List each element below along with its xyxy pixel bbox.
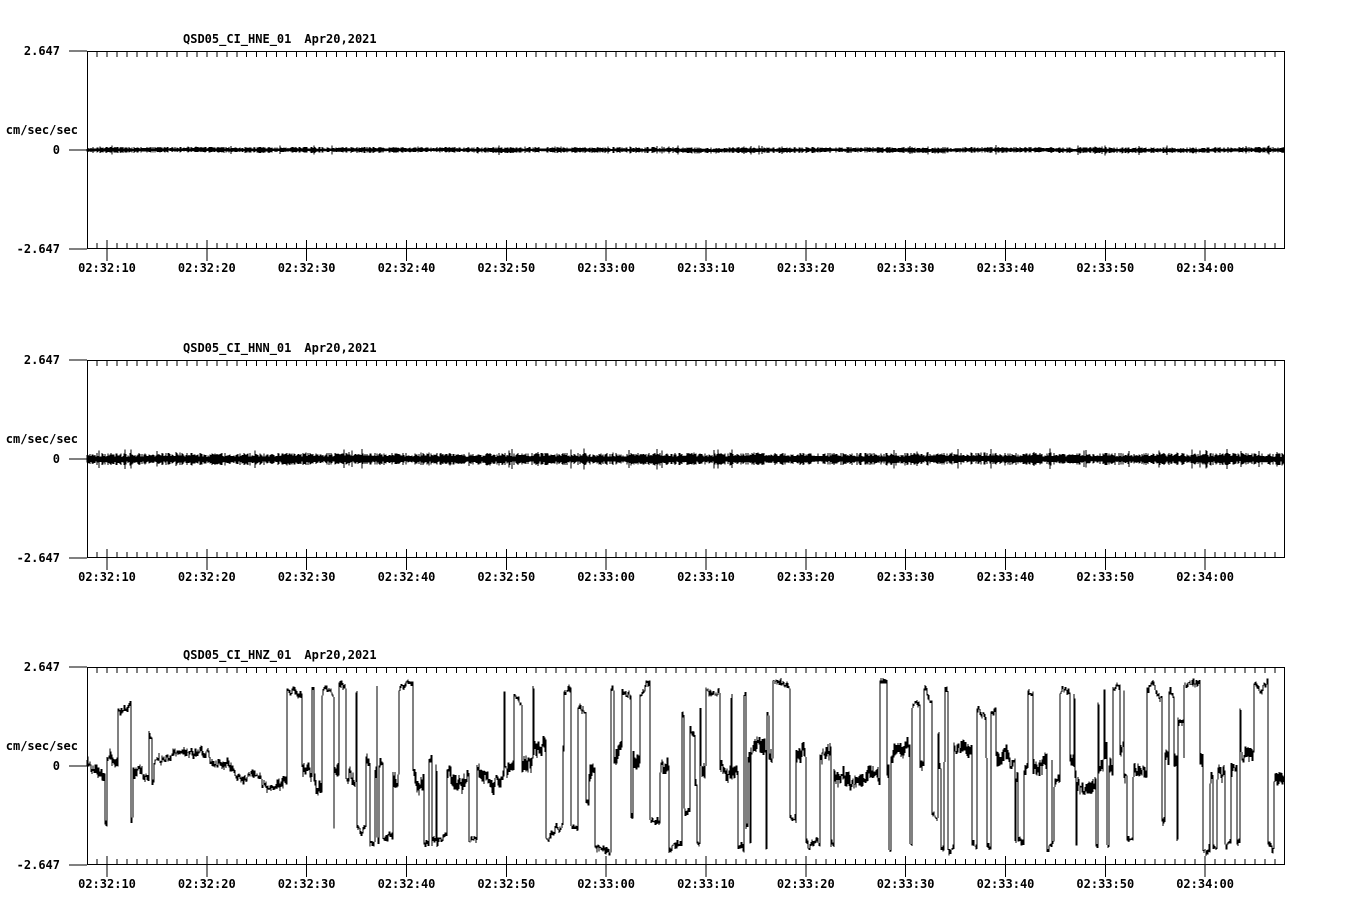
panel-title: QSD05_CI_HNN_01 Apr20,2021 — [183, 341, 377, 355]
panel-date: Apr20,2021 — [304, 341, 377, 355]
x-tick-label: 02:33:30 — [876, 877, 935, 891]
x-axis-labels: 02:32:10 02:32:20 02:32:30 02:32:40 02:32:50… — [78, 570, 1285, 585]
axis-ticks — [69, 666, 1276, 877]
x-tick-label: 02:34:00 — [1176, 570, 1234, 584]
x-tick-label: 02:33:20 — [776, 261, 835, 275]
y-axis-zero-label: 0 — [52, 452, 60, 466]
x-tick-label: 02:33:40 — [976, 570, 1035, 584]
y-axis-unit-label: cm/sec/sec — [5, 739, 78, 753]
x-tick-label: 02:32:30 — [277, 570, 336, 584]
x-tick-label: 02:32:40 — [377, 877, 436, 891]
y-axis-unit-label: cm/sec/sec — [5, 432, 78, 446]
waveform-plot-hnz — [69, 666, 1285, 877]
waveform-trace — [86, 145, 1285, 156]
waveform-trace — [86, 678, 1285, 856]
x-tick-label: 02:33:40 — [976, 877, 1035, 891]
x-tick-label: 02:32:50 — [477, 570, 536, 584]
waveform-trace — [86, 448, 1285, 470]
x-tick-label: 02:33:50 — [1076, 570, 1135, 584]
x-axis-labels: 02:32:10 02:32:20 02:32:30 02:32:40 02:32:50… — [78, 261, 1285, 276]
panel-date: Apr20,2021 — [304, 32, 377, 46]
y-axis-zero-label: 0 — [52, 143, 60, 157]
x-tick-label: 02:32:30 — [277, 877, 336, 891]
channel-id: QSD05_CI_HNN_01 — [183, 341, 292, 355]
x-tick-label: 02:33:30 — [876, 570, 935, 584]
y-axis-unit-label: cm/sec/sec — [5, 123, 78, 137]
panel-date: Apr20,2021 — [304, 648, 377, 662]
x-tick-label: 02:33:10 — [677, 877, 735, 891]
y-axis-max-label: 2.647 — [23, 44, 60, 58]
x-tick-label: 02:34:00 — [1176, 261, 1234, 275]
x-tick-label: 02:32:40 — [377, 261, 436, 275]
channel-id: QSD05_CI_HNE_01 — [183, 32, 292, 46]
channel-id: QSD05_CI_HNZ_01 — [183, 648, 292, 662]
x-tick-label: 02:33:10 — [677, 261, 735, 275]
x-tick-label: 02:34:00 — [1176, 877, 1234, 891]
x-tick-label: 02:32:20 — [177, 570, 236, 584]
waveform-plot-hne — [69, 50, 1285, 261]
y-axis-max-label: 2.647 — [23, 660, 60, 674]
y-axis-min-label: -2.647 — [16, 551, 60, 565]
x-tick-label: 02:33:00 — [577, 570, 635, 584]
y-axis-zero-label: 0 — [52, 759, 60, 773]
x-tick-label: 02:32:50 — [477, 261, 536, 275]
panel-title: QSD05_CI_HNE_01 Apr20,2021 — [183, 32, 377, 46]
x-tick-label: 02:32:20 — [177, 877, 236, 891]
x-tick-label: 02:32:10 — [78, 877, 136, 891]
x-tick-label: 02:33:20 — [776, 877, 835, 891]
x-tick-label: 02:32:10 — [78, 261, 136, 275]
x-tick-label: 02:32:50 — [477, 877, 536, 891]
y-axis-max-label: 2.647 — [23, 353, 60, 367]
x-tick-label: 02:32:40 — [377, 570, 436, 584]
x-tick-label: 02:33:50 — [1076, 877, 1135, 891]
x-tick-label: 02:33:20 — [776, 570, 835, 584]
panel-title: QSD05_CI_HNZ_01 Apr20,2021 — [183, 648, 377, 662]
x-tick-label: 02:33:50 — [1076, 261, 1135, 275]
x-tick-label: 02:32:20 — [177, 261, 236, 275]
x-tick-label: 02:33:00 — [577, 877, 635, 891]
x-axis-labels: 02:32:10 02:32:20 02:32:30 02:32:40 02:32:50… — [78, 877, 1285, 892]
axis-ticks — [69, 50, 1276, 261]
x-tick-label: 02:33:00 — [577, 261, 635, 275]
x-tick-label: 02:32:30 — [277, 261, 336, 275]
y-axis-min-label: -2.647 — [16, 242, 60, 256]
y-axis-min-label: -2.647 — [16, 858, 60, 872]
x-tick-label: 02:33:40 — [976, 261, 1035, 275]
x-tick-label: 02:32:10 — [78, 570, 136, 584]
x-tick-label: 02:33:10 — [677, 570, 735, 584]
x-tick-label: 02:33:30 — [876, 261, 935, 275]
axis-ticks — [69, 359, 1276, 570]
waveform-plot-hnn — [69, 359, 1285, 570]
